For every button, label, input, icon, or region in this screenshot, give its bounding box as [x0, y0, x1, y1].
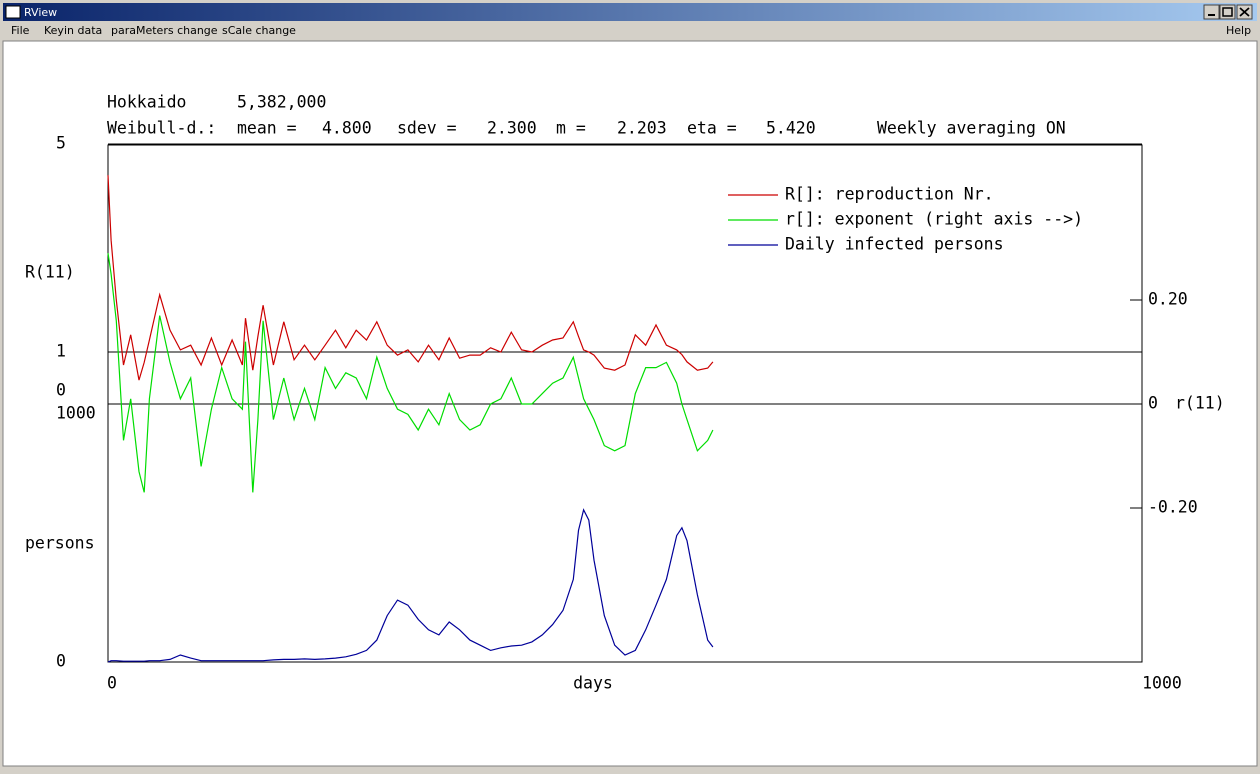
- param-label: eta =: [687, 119, 737, 138]
- maximize-icon: [1222, 7, 1233, 17]
- param-value: 2.203: [617, 119, 667, 138]
- menu-item[interactable]: Help: [1226, 24, 1251, 37]
- y3-tick-label: 1000: [56, 404, 96, 423]
- population: 5,382,000: [237, 93, 326, 112]
- menu-item[interactable]: sCale change: [222, 24, 296, 37]
- param-label: sdev =: [397, 119, 457, 138]
- y2-tick-label: 0: [1148, 394, 1158, 413]
- window-buttons[interactable]: [1203, 4, 1253, 20]
- param-value: 5.420: [766, 119, 816, 138]
- x-tick-label: 0: [107, 674, 117, 693]
- param-label: m =: [556, 119, 586, 138]
- close-icon: [1239, 7, 1250, 17]
- menu-item[interactable]: Keyin data: [44, 24, 102, 37]
- x-tick-label: 1000: [1142, 674, 1182, 693]
- y2-axis-label: r(11): [1175, 394, 1225, 413]
- y-tick-label: 0: [56, 381, 66, 400]
- window-title: RView: [24, 6, 57, 19]
- param-value: 4.800: [322, 119, 372, 138]
- series-line: [107, 508, 714, 663]
- info: Hokkaido 5,382,000 Weibull-d.: mean = 4.…: [107, 93, 1066, 138]
- series-line: [107, 253, 714, 493]
- title-bar: [3, 3, 1257, 21]
- legend-label: r[]: exponent (right axis -->): [785, 210, 1083, 229]
- distribution: Weibull-d.:: [107, 119, 216, 138]
- series-line: [107, 175, 714, 381]
- param-label: mean =: [237, 119, 297, 138]
- y2-tick-label: -0.20: [1148, 498, 1198, 517]
- param-value: 2.300: [487, 119, 537, 138]
- y3-axis-label: persons: [25, 534, 95, 553]
- y-tick-label: 5: [56, 134, 66, 153]
- region: Hokkaido: [107, 93, 186, 112]
- menu-bar: File Keyin data paraMeters change sCale …: [11, 24, 1251, 37]
- y-tick-label: 1: [56, 342, 66, 361]
- app-icon: [5, 5, 21, 19]
- legend-label: Daily infected persons: [785, 235, 1004, 254]
- minimize-button[interactable]: [1203, 4, 1220, 20]
- y2-tick-label: 0.20: [1148, 290, 1188, 309]
- averaging: Weekly averaging ON: [877, 119, 1066, 138]
- menu-item[interactable]: paraMeters change: [111, 24, 218, 37]
- legend-label: R[]: reproduction Nr.: [785, 185, 994, 204]
- y-axis-label: R(11): [25, 263, 75, 282]
- x-axis-label: days: [573, 674, 613, 693]
- menu-item[interactable]: File: [11, 24, 30, 37]
- y3-tick-label: 0: [56, 652, 66, 671]
